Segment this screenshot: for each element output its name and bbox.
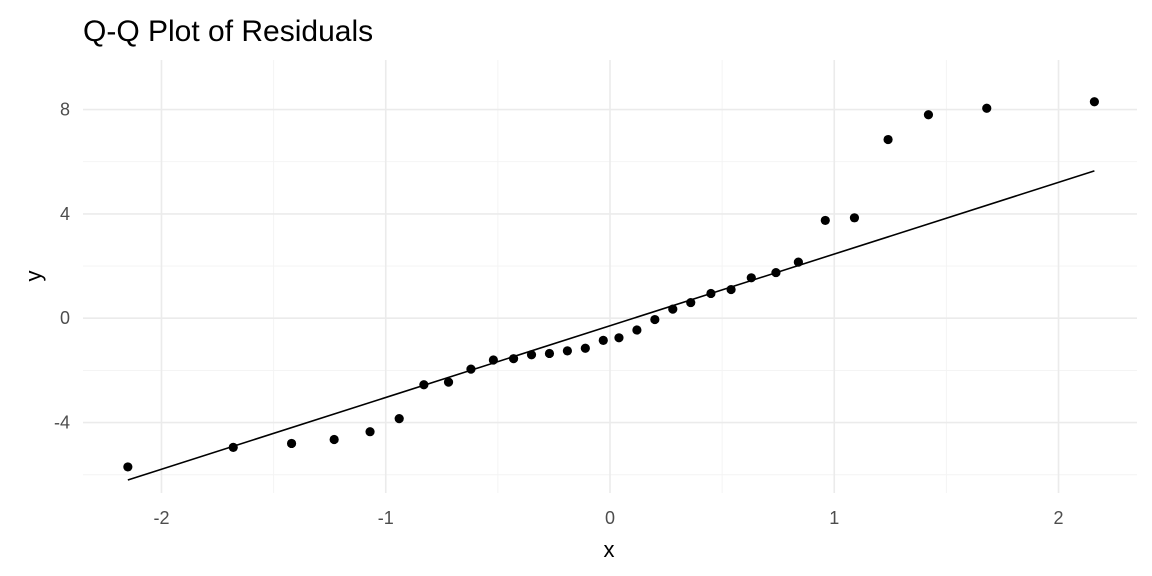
data-point [466,364,476,374]
data-point [614,333,624,343]
y-tick-label: -4 [54,413,70,433]
data-point [228,442,238,452]
data-point [580,343,590,353]
y-axis-title: y [21,271,46,282]
data-point [982,103,992,113]
chart-title: Q-Q Plot of Residuals [83,15,373,48]
data-point [394,414,404,424]
data-point [746,273,756,283]
data-point [883,134,893,145]
data-point [668,304,678,314]
data-point [726,284,736,295]
data-point [488,355,498,365]
data-point [419,380,429,390]
data-point [286,438,297,449]
x-axis-tick-labels: -2 -1 0 1 2 [153,508,1063,528]
data-point [123,462,133,472]
x-tick-label: 1 [829,508,839,528]
data-point [544,348,555,359]
data-point [1089,97,1099,107]
data-point [923,110,934,120]
data-point [650,314,660,325]
data-point [329,434,339,445]
data-point [562,346,572,356]
x-tick-label: -2 [153,508,169,528]
data-point [526,350,537,360]
y-tick-label: 4 [60,204,70,224]
y-tick-label: 0 [60,308,70,328]
x-tick-label: -1 [378,508,394,528]
reference-line-layer [127,170,1095,481]
data-point [686,297,696,308]
y-axis-tick-labels: -4 0 4 8 [54,100,70,433]
data-point [771,267,781,278]
x-tick-label: 0 [605,508,615,528]
data-point [508,354,519,364]
y-tick-label: 8 [60,100,70,120]
qq-reference-line [127,170,1095,481]
data-point [598,335,608,346]
data-point [820,215,830,226]
data-point [443,377,454,387]
data-point [632,325,642,335]
data-point [849,213,860,223]
data-points-layer [123,97,1099,472]
major-gridlines [83,60,1137,493]
data-point [706,288,716,299]
data-point [365,427,375,437]
data-point [793,257,803,267]
x-axis-title: x [604,537,615,562]
x-tick-label: 2 [1054,508,1064,528]
